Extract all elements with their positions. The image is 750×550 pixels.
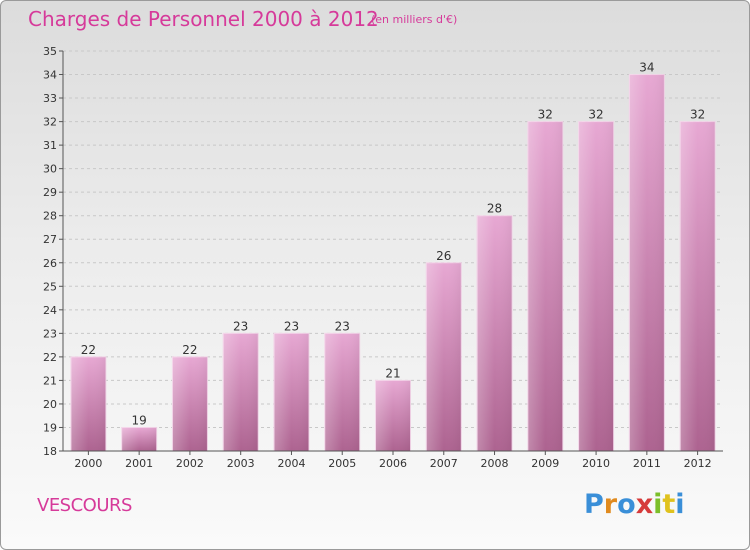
bar-highlight [324, 333, 360, 451]
data-label: 21 [385, 366, 400, 380]
proxiti-logo: Proxiti [584, 489, 685, 520]
data-label: 32 [538, 108, 553, 122]
y-tick-label: 22 [43, 351, 57, 364]
y-tick-label: 29 [43, 186, 57, 199]
chart-subtitle: (en milliers d'€) [371, 13, 458, 26]
y-tick-label: 25 [43, 280, 57, 293]
data-label: 32 [588, 108, 603, 122]
bar-highlight [273, 333, 309, 451]
x-tick-label: 2007 [430, 457, 458, 470]
y-tick-label: 23 [43, 327, 57, 340]
x-tick-label: 2009 [531, 457, 559, 470]
commune-name: VESCOURS [37, 495, 132, 516]
x-tick-label: 2005 [328, 457, 356, 470]
x-tick-label: 2011 [633, 457, 661, 470]
data-label: 23 [335, 319, 350, 333]
x-tick-label: 2003 [227, 457, 255, 470]
data-label: 32 [690, 108, 705, 122]
data-label: 19 [132, 413, 147, 427]
x-tick-label: 2002 [176, 457, 204, 470]
bar-highlight [375, 380, 411, 451]
data-label: 22 [81, 343, 96, 357]
data-label: 23 [284, 319, 299, 333]
y-tick-label: 30 [43, 163, 57, 176]
y-tick-label: 18 [43, 445, 57, 458]
y-tick-label: 24 [43, 304, 57, 317]
bar-highlight [223, 333, 259, 451]
data-label: 34 [639, 61, 654, 75]
x-tick-label: 2006 [379, 457, 407, 470]
bar-highlight [70, 356, 106, 451]
y-tick-label: 31 [43, 139, 57, 152]
y-tick-label: 20 [43, 398, 57, 411]
x-tick-label: 2001 [125, 457, 153, 470]
y-tick-label: 28 [43, 210, 57, 223]
bar-highlight [527, 121, 563, 452]
y-tick-label: 21 [43, 374, 57, 387]
x-tick-label: 2010 [582, 457, 610, 470]
y-tick-label: 34 [43, 69, 57, 82]
y-tick-label: 35 [43, 45, 57, 58]
data-label: 26 [436, 249, 451, 263]
y-tick-label: 33 [43, 92, 57, 105]
y-tick-label: 19 [43, 421, 57, 434]
bar-highlight [477, 215, 513, 451]
y-tick-label: 26 [43, 257, 57, 270]
bar-highlight [629, 74, 665, 451]
bar-highlight [121, 427, 157, 451]
data-label: 23 [233, 319, 248, 333]
y-tick-label: 32 [43, 116, 57, 129]
y-tick-label: 27 [43, 233, 57, 246]
bar-highlight [172, 356, 208, 451]
data-label: 22 [182, 343, 197, 357]
data-label: 28 [487, 202, 502, 216]
bar-highlight [426, 262, 462, 451]
x-tick-label: 2004 [277, 457, 305, 470]
x-tick-label: 2012 [684, 457, 712, 470]
bar-highlight [680, 121, 716, 452]
x-tick-label: 2008 [481, 457, 509, 470]
x-tick-label: 2000 [74, 457, 102, 470]
bar-highlight [578, 121, 614, 452]
chart-title: Charges de Personnel 2000 à 2012 [28, 7, 379, 31]
